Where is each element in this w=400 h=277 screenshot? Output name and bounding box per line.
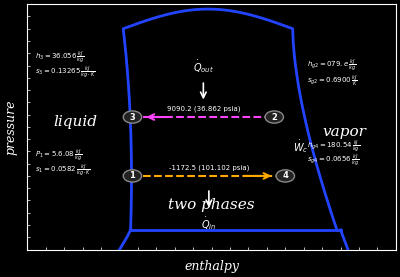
Text: $P_1 = 5.6.08\,\frac{kJ}{kg}$: $P_1 = 5.6.08\,\frac{kJ}{kg}$	[35, 148, 82, 164]
Text: $h_{g4} = 180.54\,\frac{kJ}{kg}$: $h_{g4} = 180.54\,\frac{kJ}{kg}$	[308, 138, 360, 155]
Circle shape	[276, 170, 294, 182]
Text: $\dot{W}_c$: $\dot{W}_c$	[293, 138, 308, 155]
Text: 2: 2	[271, 112, 277, 122]
Text: two phases: two phases	[168, 198, 255, 212]
Text: $s_1 = 0.0582\,\frac{kJ}{kg\cdot K}$: $s_1 = 0.0582\,\frac{kJ}{kg\cdot K}$	[35, 163, 91, 179]
Circle shape	[265, 111, 284, 123]
Text: $h_3 = 36.056\,\frac{kJ}{kg}$: $h_3 = 36.056\,\frac{kJ}{kg}$	[35, 50, 85, 66]
Text: 3: 3	[130, 112, 135, 122]
Text: 1: 1	[130, 171, 135, 180]
Text: $\dot{Q}_{out}$: $\dot{Q}_{out}$	[193, 58, 214, 75]
Text: $s_{g4} = 0.0656\,\frac{kJ}{kg}$: $s_{g4} = 0.0656\,\frac{kJ}{kg}$	[308, 153, 360, 169]
Circle shape	[123, 111, 142, 123]
Text: -1172.5 (101.102 psia): -1172.5 (101.102 psia)	[169, 165, 249, 171]
Y-axis label: pressure: pressure	[4, 99, 17, 155]
Text: liquid: liquid	[53, 115, 97, 129]
Text: $s_{g2} = 0.6900\,\frac{kJ}{K}$: $s_{g2} = 0.6900\,\frac{kJ}{K}$	[308, 73, 358, 88]
Text: $h_{g2} = 079.e\,\frac{kJ}{kg}$: $h_{g2} = 079.e\,\frac{kJ}{kg}$	[308, 57, 357, 74]
Text: $\dot{Q}_{in}$: $\dot{Q}_{in}$	[201, 215, 217, 232]
Text: $s_3 = 0.13265\,\frac{kJ}{kg\cdot K}$: $s_3 = 0.13265\,\frac{kJ}{kg\cdot K}$	[35, 65, 95, 81]
X-axis label: enthalpy: enthalpy	[184, 260, 239, 273]
Text: 9090.2 (36.862 psia): 9090.2 (36.862 psia)	[167, 106, 240, 112]
Text: 4: 4	[282, 171, 288, 180]
Text: vapor: vapor	[322, 125, 366, 139]
Circle shape	[123, 170, 142, 182]
